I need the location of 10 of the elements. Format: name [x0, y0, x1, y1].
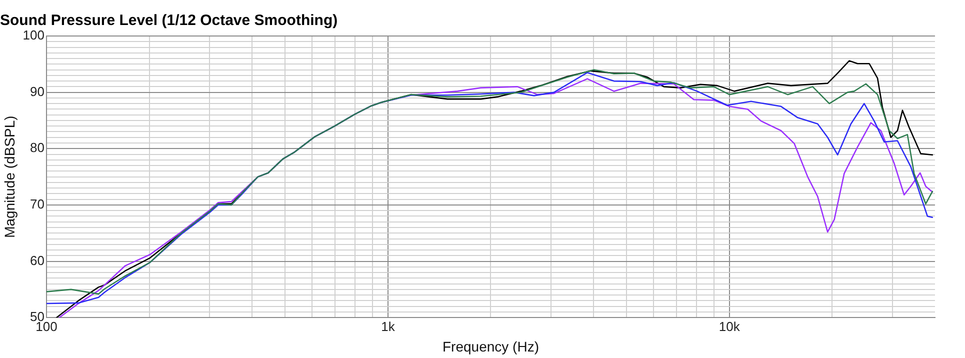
y-tick-label: 70 — [30, 196, 44, 212]
y-tick-label: 90 — [30, 84, 44, 99]
y-axis-title: Magnitude (dBSPL) — [1, 116, 18, 238]
y-tick-label: 80 — [30, 140, 44, 156]
chart-title: Sound Pressure Level (1/12 Octave Smoothing) — [0, 12, 338, 30]
y-tick-label: 60 — [30, 252, 44, 268]
x-axis-title: Frequency (Hz) — [442, 338, 539, 354]
x-tick-label: 10k — [718, 318, 740, 334]
y-tick-label: 100 — [22, 28, 44, 43]
x-tick-label: 1k — [381, 318, 396, 334]
